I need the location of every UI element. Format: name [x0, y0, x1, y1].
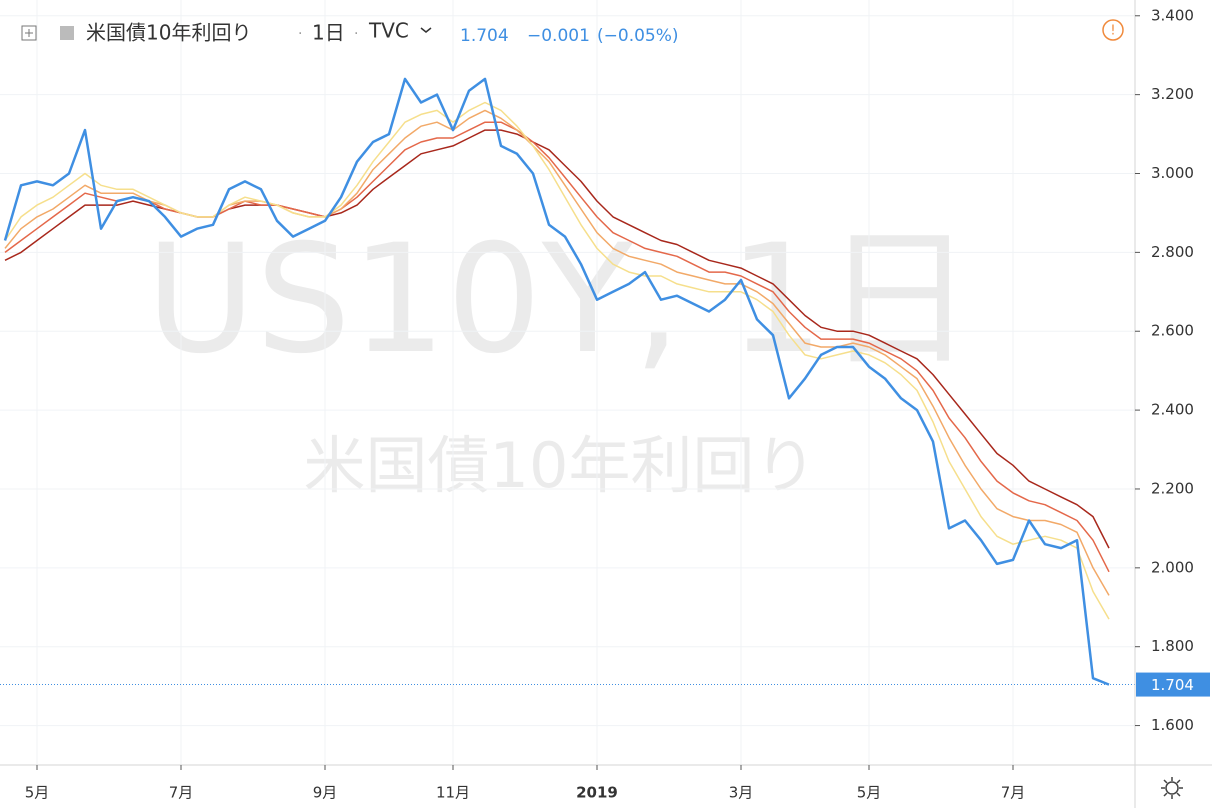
symbol-title[interactable]: 米国債10年利回り	[86, 21, 251, 45]
grid	[0, 0, 1135, 765]
y-tick-label: 1.600	[1151, 716, 1194, 734]
last-value-tag	[1136, 672, 1210, 697]
x-tick-label: 9月	[313, 784, 338, 802]
dropdown-icon[interactable]	[420, 27, 432, 33]
x-tick-label: 2019	[576, 784, 618, 802]
last-value: 1.704	[460, 26, 509, 46]
y-tick-label: 3.400	[1151, 6, 1194, 24]
y-tick-label: 3.200	[1151, 85, 1194, 103]
watermark-sub: 米国債10年利回り	[304, 429, 817, 502]
separator: ·	[298, 26, 302, 42]
y-tick-label: 1.800	[1151, 637, 1194, 655]
header: 米国債10年利回り · 1日 · TVC 1.704 −0.001 (−0.05…	[21, 19, 1124, 46]
watermark: US10Y, 1日	[146, 213, 974, 387]
y-tick-label: 2.600	[1151, 322, 1194, 340]
alert-icon: !	[1110, 24, 1115, 39]
change: −0.001	[527, 26, 590, 46]
y-tick-label: 2.400	[1151, 401, 1194, 419]
expand-icon[interactable]	[21, 25, 37, 41]
y-tick-label: 2.800	[1151, 243, 1194, 261]
interval[interactable]: 1日	[312, 21, 345, 45]
x-tick-label: 7月	[1001, 784, 1026, 802]
y-tick-label: 2.000	[1151, 558, 1194, 576]
settings-icon	[1165, 781, 1179, 795]
plot	[0, 77, 1135, 686]
x-tick-label: 5月	[25, 784, 50, 802]
y-tick-label: 2.200	[1151, 479, 1194, 497]
separator: ·	[354, 26, 358, 42]
x-tick-label: 7月	[169, 784, 194, 802]
y-tick-label: 3.000	[1151, 164, 1194, 182]
settings-icon[interactable]	[1161, 777, 1183, 799]
x-tick-label: 11月	[436, 784, 470, 802]
x-tick-label: 5月	[857, 784, 882, 802]
settings-icon	[1161, 777, 1183, 799]
last-value-label: 1.704	[1151, 676, 1194, 694]
y-axis: 1.600 1.800 2.000 2.200 2.400 2.600 2.800 3.000…	[25, 6, 1210, 802]
symbol-icon	[60, 26, 74, 40]
ma-ribbon-line	[4, 101, 1110, 620]
alert-icon[interactable]	[1102, 19, 1124, 41]
expand-icon	[25, 29, 33, 37]
change-percent: (−0.05%)	[597, 26, 679, 46]
price-line	[3, 77, 1110, 686]
x-tick-label: 3月	[729, 784, 754, 802]
source[interactable]: TVC	[368, 19, 409, 43]
